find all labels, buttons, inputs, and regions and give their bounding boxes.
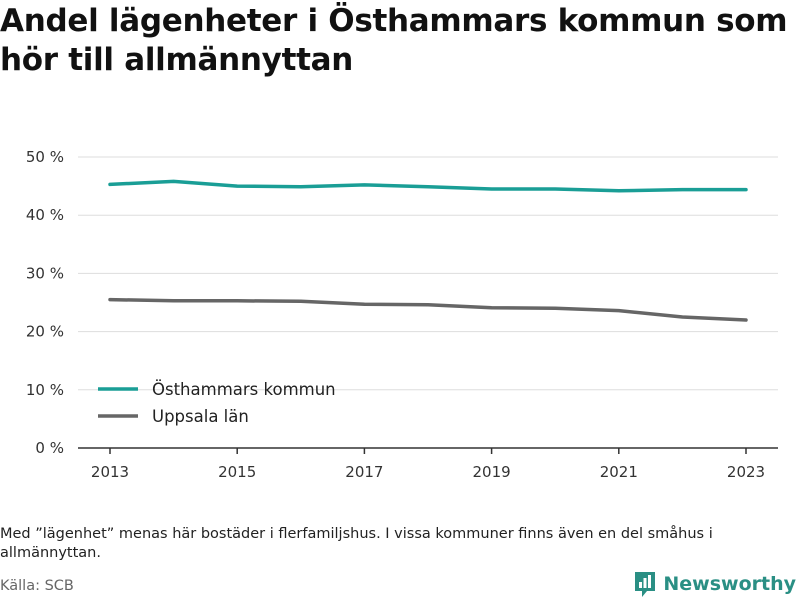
y-tick-label: 0 % — [35, 439, 64, 457]
x-tick-label: 2015 — [218, 463, 256, 481]
series-line-1 — [108, 297, 748, 322]
y-tick-label: 40 % — [26, 206, 64, 224]
series-lines — [108, 179, 748, 322]
y-tick-label: 20 % — [26, 323, 64, 341]
x-tick-label: 2017 — [345, 463, 383, 481]
footnote: Med ”lägenhet” menas här bostäder i fler… — [0, 526, 713, 561]
source-label: Källa: SCB — [0, 578, 74, 594]
legend-label: Uppsala län — [152, 407, 249, 426]
brand-name: Newsworthy — [663, 573, 796, 595]
chart-title: Andel lägenheter i Östhammars kommun som… — [0, 3, 788, 78]
brand-logo[interactable]: Newsworthy — [633, 569, 796, 599]
y-tick-label: 50 % — [26, 148, 64, 166]
x-axis: 2013 2015 2017 2019 2021 2023 — [78, 447, 778, 481]
grid-lines — [78, 156, 778, 391]
x-tick-label: 2021 — [600, 463, 638, 481]
series-line-0 — [108, 179, 748, 193]
x-tick-label: 2019 — [473, 463, 511, 481]
y-tick-label: 30 % — [26, 264, 64, 282]
x-tick-label: 2023 — [727, 463, 765, 481]
y-axis-ticks: 0 % 10 % 20 % 30 % 40 % 50 % — [26, 148, 64, 457]
newsworthy-logo-icon — [635, 572, 656, 597]
legend: Östhammars kommun Uppsala län — [98, 380, 336, 426]
x-tick-label: 2013 — [91, 463, 129, 481]
legend-label: Östhammars kommun — [152, 380, 336, 399]
y-tick-label: 10 % — [26, 381, 64, 399]
